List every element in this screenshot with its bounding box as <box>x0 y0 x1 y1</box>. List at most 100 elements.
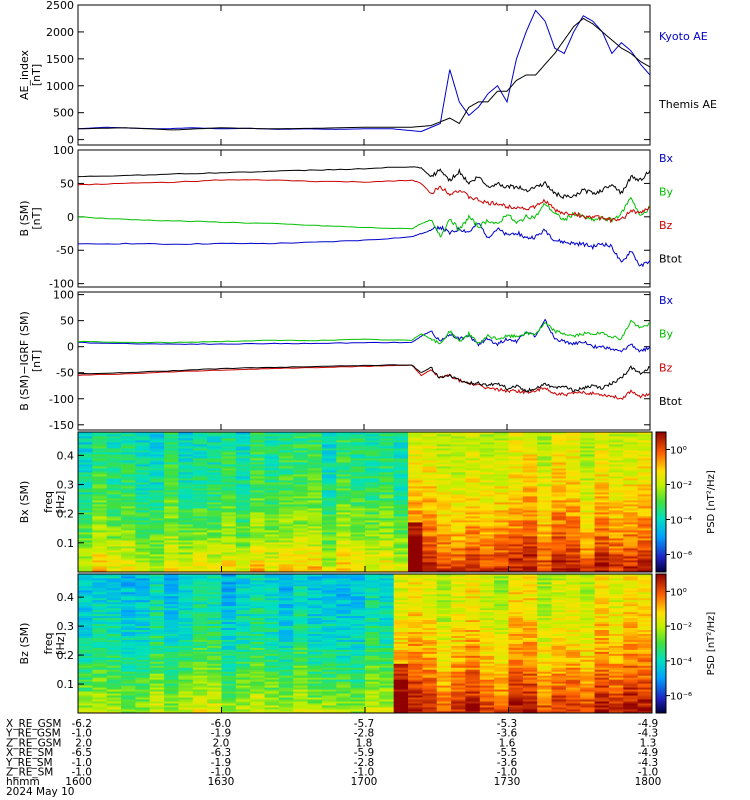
legend-entry: Bz <box>659 219 673 232</box>
y-axis-unit: [nT] <box>30 207 43 229</box>
ephemeris-table: X_RE_GSM -6.2 -6.0 -5.7 -5.3 -4.9 Y_RE_GSM -1.0… <box>5 718 661 798</box>
series-line-by <box>77 319 651 345</box>
y-tick-label: -50 <box>56 244 74 257</box>
ephemeris-value: -6.0 <box>211 718 232 730</box>
y-tick-label: -150 <box>49 419 74 432</box>
ephemeris-value: -5.9 <box>354 747 375 759</box>
colorbar-tick-label: 10⁻⁴ <box>670 657 692 668</box>
y-axis-unit: [nT] <box>30 64 43 86</box>
ephemeris-value: -6.2 <box>72 718 93 730</box>
ephemeris-row-label: Z_RE_SM <box>6 767 53 779</box>
ephemeris-value: -6.5 <box>72 747 93 759</box>
series-line-bz <box>77 179 651 224</box>
ephemeris-row-label: Y_RE_SM <box>5 757 53 769</box>
y-tick-label: 0.1 <box>57 678 75 691</box>
colorbar-label: PSD [nT²/Hz] <box>706 470 717 534</box>
colorbar-tick-label: 10⁻² <box>670 481 692 492</box>
y-tick-label: -100 <box>49 278 74 291</box>
y-axis-label: B (SM)−IGRF (SM) <box>18 311 31 411</box>
y-axis-label: Bz (SM) <box>18 623 31 665</box>
legend-entry: Bz <box>659 361 673 374</box>
ephemeris-value: -1.9 <box>211 757 232 769</box>
colorbar-tick-label: 10⁰ <box>670 446 687 457</box>
colorbar-tick-label: 10⁻⁶ <box>670 551 692 562</box>
y-tick-label: 0 <box>67 341 74 354</box>
spectrogram-image <box>78 574 653 714</box>
series-line-kyoto-ae <box>77 9 651 133</box>
ephemeris-value: 1.3 <box>640 737 657 749</box>
series-line-bz <box>77 364 651 401</box>
ephemeris-value: -5.3 <box>497 718 518 730</box>
ephemeris-value: -1.0 <box>72 728 93 740</box>
y-tick-label: 100 <box>53 144 74 157</box>
ephemeris-value: -1.0 <box>354 767 375 779</box>
y-tick-label: 1500 <box>46 53 74 66</box>
ephemeris-value: 2.0 <box>75 737 92 749</box>
series-line-themis-ae <box>77 17 651 131</box>
ephemeris-row-label: Y_RE_GSM <box>5 728 61 740</box>
ephemeris-value: -5.5 <box>497 747 518 759</box>
y-tick-label: 2000 <box>46 26 74 39</box>
y-axis-label: AE_index <box>18 49 31 100</box>
series-line-bx <box>77 318 651 353</box>
ephemeris-row-label: hhmm <box>6 776 40 788</box>
legend-entry: Themis AE <box>658 98 717 111</box>
series-line-by <box>77 196 651 238</box>
y-axis-label: Bx (SM) <box>18 481 31 524</box>
ephemeris-value: -1.9 <box>211 728 232 740</box>
ephemeris-value: -2.8 <box>354 728 375 740</box>
legend-entry: Btot <box>659 395 683 408</box>
colorbar-tick-label: 10⁻⁴ <box>670 516 692 527</box>
ephemeris-value: 1730 <box>494 776 521 788</box>
panel-frame <box>77 149 651 288</box>
ephemeris-value: -1.0 <box>211 767 232 779</box>
legend-entry: By <box>659 185 674 198</box>
panel-frame <box>77 291 651 431</box>
y-axis-label-freq: freq <box>42 491 55 513</box>
legend-entry: Kyoto AE <box>659 30 708 43</box>
ephemeris-value: -1.0 <box>638 767 659 779</box>
ephemeris-value: -1.0 <box>72 757 93 769</box>
y-tick-label: 0.2 <box>57 649 75 662</box>
colorbar-tick-label: 10⁰ <box>670 587 687 598</box>
y-tick-label: 0 <box>67 134 74 147</box>
ephemeris-value: -2.8 <box>354 757 375 769</box>
colorbar <box>655 431 667 573</box>
y-tick-label: 0.2 <box>57 508 75 521</box>
y-tick-label: 50 <box>60 315 74 328</box>
colorbar <box>655 573 667 714</box>
ephemeris-value: -3.6 <box>497 757 518 769</box>
ephemeris-value: 1700 <box>351 776 378 788</box>
series-line-btot <box>77 166 651 200</box>
ephemeris-value: -6.3 <box>211 747 232 759</box>
ae-index-panel: 2500 2000 1500 1000 500 0 AE_index [nT] Kyoto AE… <box>18 0 717 147</box>
y-tick-label: -100 <box>49 393 74 406</box>
series-line-bx <box>77 223 651 268</box>
ephemeris-value: 1630 <box>208 776 235 788</box>
b-minus-igrf-panel: 100 50 0 -50 -100 -150 B (SM)−IGRF (SM) [nT] Bx B… <box>18 289 683 432</box>
ephemeris-row-label: X_RE_GSM <box>6 718 61 730</box>
bx-spectrogram-panel: 0.4 0.3 0.2 0.1 Bx (SM) freq [Hz] 10⁰ 10⁻² 10⁻⁴ 10… <box>18 431 717 573</box>
ephemeris-value: -4.3 <box>638 728 659 740</box>
b-sm-panel: 100 50 0 -50 -100 B (SM) [nT] Bx By Bz Btot <box>18 144 683 291</box>
ephemeris-value: -4.9 <box>638 747 659 759</box>
y-tick-label: 500 <box>53 107 74 120</box>
y-tick-label: 2500 <box>46 0 74 12</box>
colorbar-tick-label: 10⁻⁶ <box>670 692 692 703</box>
series-line-btot <box>77 364 651 393</box>
legend-entry: Btot <box>659 252 683 265</box>
y-tick-label: 0.3 <box>57 620 75 633</box>
ephemeris-date: 2024 May 10 <box>6 786 74 798</box>
y-axis-unit: [Hz] <box>54 632 67 655</box>
colorbar-label: PSD [nT²/Hz] <box>706 612 717 676</box>
ephemeris-value: 2.0 <box>213 737 230 749</box>
bz-spectrogram-panel: 0.4 0.3 0.2 0.1 Bz (SM) freq [Hz] 10⁰ 10⁻² 10⁻⁴ 10… <box>18 573 717 714</box>
y-tick-label: 0.1 <box>57 537 75 550</box>
colorbar-tick-label: 10⁻² <box>670 622 692 633</box>
y-axis-label-freq: freq <box>42 633 55 655</box>
y-tick-label: 0.4 <box>57 591 75 604</box>
y-axis-unit: [nT] <box>30 350 43 372</box>
legend-entry: Bx <box>659 152 674 165</box>
spectrogram-image <box>78 432 653 573</box>
